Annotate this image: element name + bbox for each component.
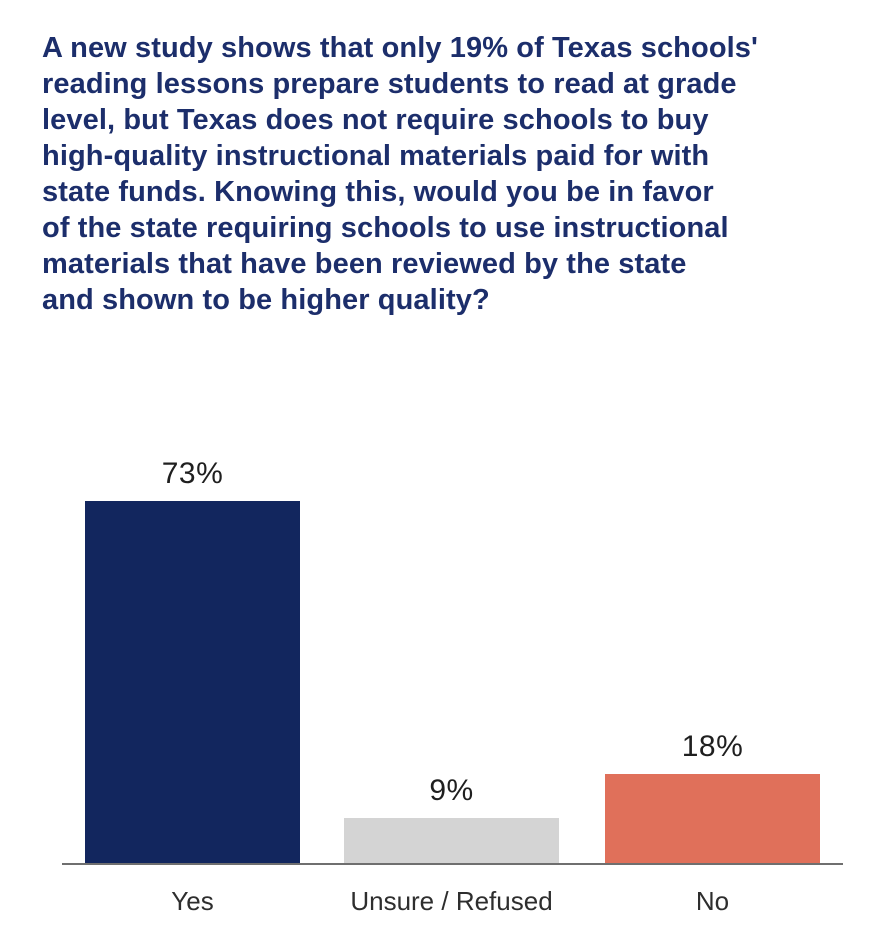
value-label-no: 18%: [681, 730, 744, 763]
category-label-no: No: [695, 886, 730, 916]
value-label-yes: 73%: [161, 457, 224, 490]
survey-question-title: A new study shows that only 19% of Texas…: [42, 32, 759, 316]
bar-unsure-refused: [344, 818, 559, 863]
bar-group-unsure-refused: 9%: [344, 0, 559, 863]
x-axis-line: [62, 863, 843, 865]
bar-group-no: 18%: [605, 0, 820, 863]
bar-no: [605, 774, 820, 863]
category-label-yes: Yes: [171, 886, 214, 916]
value-label-unsure-refused: 9%: [429, 774, 474, 807]
bar-group-yes: 73%: [85, 0, 300, 863]
bar-yes: [85, 501, 300, 863]
category-label-unsure-refused: Unsure / Refused: [350, 886, 553, 916]
